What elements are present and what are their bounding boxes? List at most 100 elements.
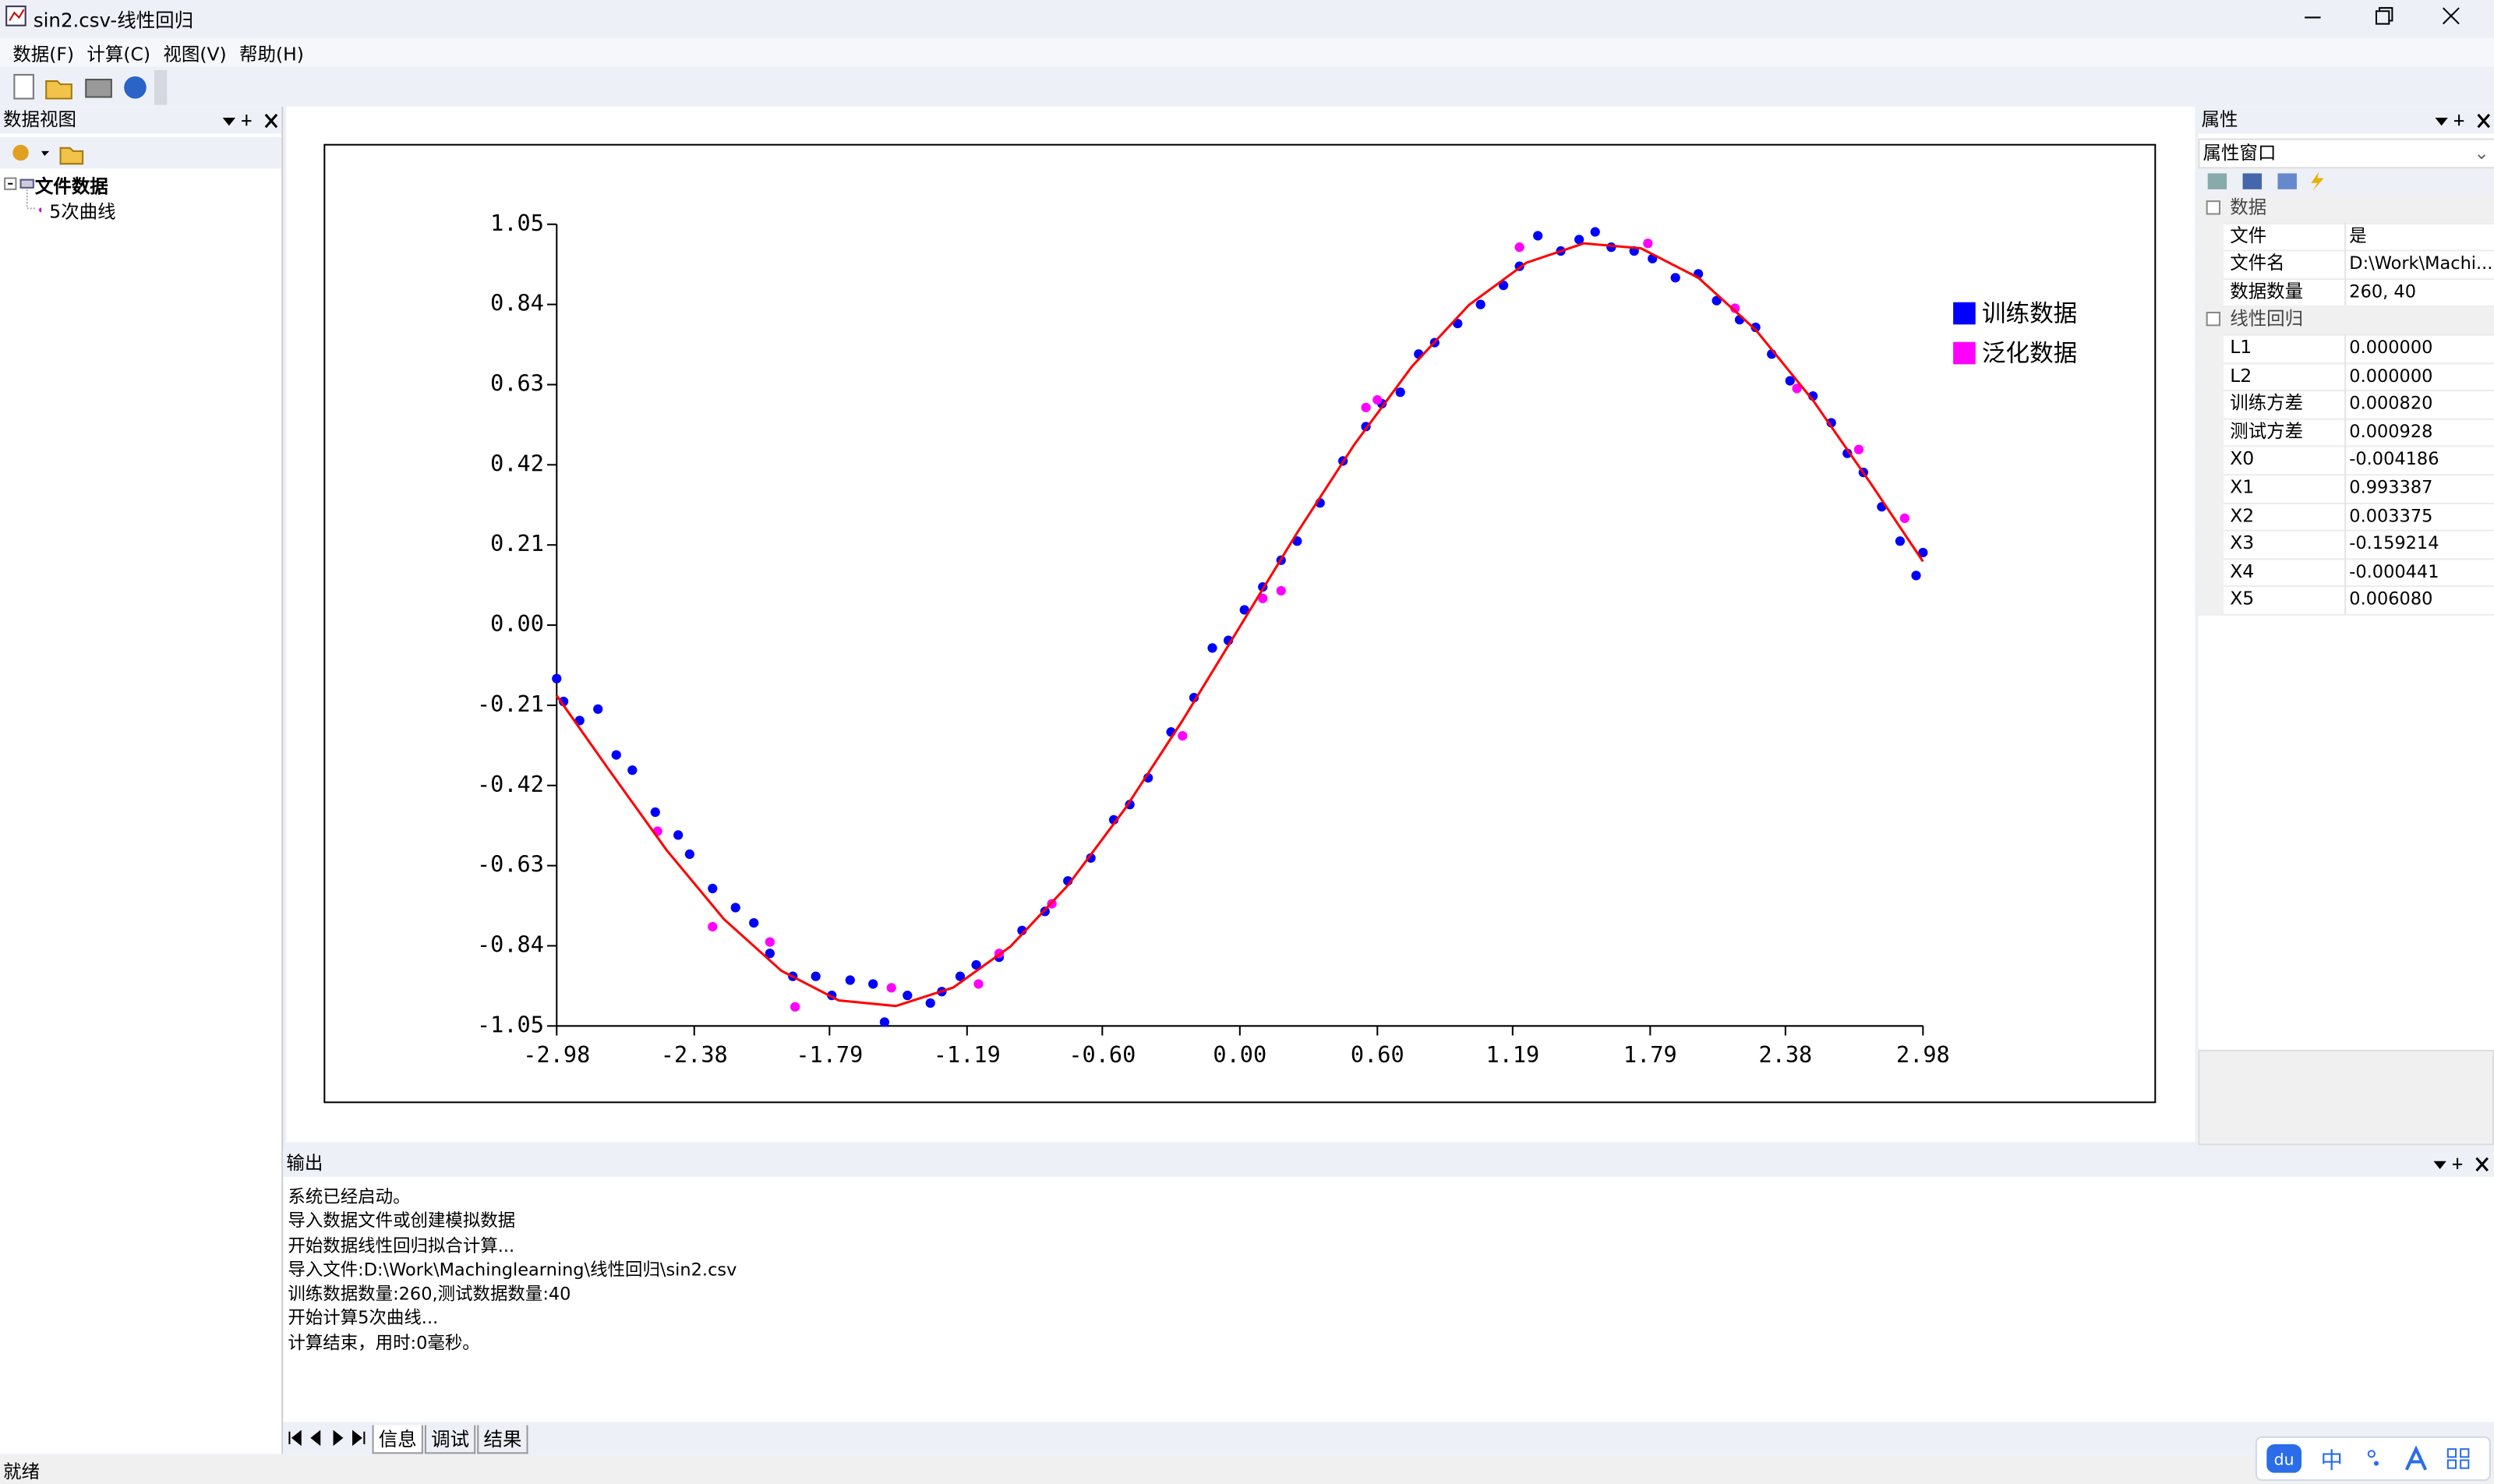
- output-log: 系统已经启动。 导入数据文件或创建模拟数据 开始数据线性回归拟合计算... 导入文件:…: [288, 1183, 737, 1354]
- ime-mode[interactable]: 中: [2320, 1449, 2344, 1475]
- row-gutter: [2198, 334, 2224, 362]
- row-gutter: [2198, 557, 2224, 586]
- data-point: [1207, 643, 1217, 653]
- help-button[interactable]: [124, 76, 147, 99]
- column-divider: [2344, 334, 2347, 362]
- property-row[interactable]: 文件名 D:\Work\Machi...: [2198, 249, 2494, 280]
- tab[interactable]: 调试: [424, 1425, 476, 1454]
- property-value: -0.004186: [2349, 449, 2439, 470]
- panel-buttons[interactable]: [220, 111, 281, 130]
- property-row[interactable]: X5 0.006080: [2198, 585, 2494, 616]
- property-name: 训练方差: [2230, 391, 2304, 414]
- column-divider: [2344, 529, 2347, 558]
- y-tick-label: -0.84: [477, 931, 544, 957]
- data-point: [1258, 593, 1268, 603]
- data-point: [1785, 376, 1795, 386]
- menu-item[interactable]: 帮助(H): [239, 43, 304, 65]
- x-tick-label: 1.79: [1623, 1041, 1677, 1068]
- data-point: [925, 998, 935, 1009]
- property-row[interactable]: 训练方差 0.000820: [2198, 390, 2494, 420]
- data-point: [1178, 730, 1188, 741]
- data-point: [1086, 853, 1096, 863]
- property-row[interactable]: 测试方差 0.000928: [2198, 418, 2494, 448]
- new-button[interactable]: [13, 73, 34, 100]
- legend-swatch: [1953, 302, 1976, 325]
- tree-root[interactable]: 文件数据: [34, 175, 108, 198]
- title-bar: sin2.csv-线性回归: [0, 0, 2494, 35]
- property-row[interactable]: X2 0.003375: [2198, 502, 2494, 532]
- x-tick-label: -2.38: [661, 1041, 728, 1068]
- property-row[interactable]: X1 0.993387: [2198, 474, 2494, 504]
- menu-item[interactable]: 视图(V): [163, 43, 227, 65]
- collapse-toggle[interactable]: [2206, 200, 2220, 215]
- data-point: [552, 673, 562, 684]
- open-button[interactable]: [45, 80, 72, 100]
- y-tick-label: -1.05: [477, 1011, 544, 1037]
- toolbar: [13, 69, 168, 105]
- tree-item[interactable]: 5次曲线: [49, 200, 116, 223]
- data-point: [1750, 322, 1761, 333]
- menu-item[interactable]: 计算(C): [87, 43, 151, 65]
- property-row[interactable]: X3 -0.159214: [2198, 529, 2494, 560]
- column-divider: [2344, 277, 2347, 306]
- row-gutter: [2198, 221, 2224, 250]
- property-group[interactable]: 数据: [2198, 193, 2494, 224]
- status-text: 就绪: [3, 1460, 41, 1483]
- property-row[interactable]: L1 0.000000: [2198, 334, 2494, 364]
- column-divider: [2344, 362, 2347, 390]
- property-row[interactable]: L2 0.000000: [2198, 362, 2494, 392]
- x-tick-label: 1.19: [1485, 1041, 1539, 1068]
- panel-buttons[interactable]: [2430, 1155, 2491, 1174]
- property-row[interactable]: 文件 是: [2198, 221, 2494, 252]
- property-row[interactable]: X4 -0.000441: [2198, 557, 2494, 588]
- tab-navigation[interactable]: [288, 1429, 367, 1447]
- property-value: -0.000441: [2349, 560, 2439, 582]
- data-point: [749, 917, 759, 928]
- property-name: 数据数量: [2230, 279, 2304, 302]
- panel-buttons[interactable]: [2432, 111, 2492, 130]
- property-name: X4: [2230, 559, 2255, 582]
- property-name: X1: [2230, 475, 2255, 498]
- data-view-panel: 数据视图 文件数据 5次曲线: [0, 106, 284, 1454]
- property-row[interactable]: 数据数量 260, 40: [2198, 277, 2494, 308]
- tab[interactable]: 结果: [477, 1425, 528, 1454]
- property-toolbar[interactable]: [2198, 168, 2494, 194]
- column-divider: [2344, 474, 2347, 503]
- x-tick-label: -1.79: [796, 1041, 863, 1068]
- collapse-toggle[interactable]: [2206, 312, 2220, 327]
- property-description: [2198, 1049, 2494, 1146]
- data-point: [1361, 402, 1371, 412]
- column-divider: [2344, 249, 2347, 278]
- tab[interactable]: 信息: [372, 1425, 423, 1454]
- property-group[interactable]: 线性回归: [2198, 306, 2494, 336]
- log-line: 导入数据文件或创建模拟数据: [288, 1210, 516, 1232]
- x-tick-label: -0.60: [1069, 1041, 1136, 1068]
- data-point: [903, 991, 913, 1001]
- print-button[interactable]: [85, 79, 112, 98]
- app-icon: [5, 5, 26, 26]
- data-point: [886, 983, 896, 993]
- x-tick-label: -1.19: [934, 1041, 1001, 1068]
- data-point: [971, 959, 981, 970]
- data-point: [765, 949, 775, 959]
- window-controls[interactable]: [2291, 0, 2494, 35]
- panel-toolbar-icons[interactable]: [9, 142, 89, 166]
- row-gutter: [2198, 474, 2224, 503]
- ime-toolbar[interactable]: du 中: [2255, 1436, 2491, 1481]
- data-point: [1842, 448, 1853, 458]
- toolbar-overflow[interactable]: [154, 69, 168, 105]
- property-name: L2: [2230, 363, 2252, 387]
- y-tick-label: 1.05: [490, 210, 544, 236]
- data-point: [1590, 227, 1600, 237]
- property-value: 0.006080: [2349, 588, 2433, 610]
- menu-item[interactable]: 数据(F): [12, 43, 75, 65]
- log-line: 训练数据数量:260,测试数据数量:40: [288, 1284, 571, 1305]
- property-name: X0: [2230, 447, 2255, 470]
- property-row[interactable]: X0 -0.004186: [2198, 446, 2494, 476]
- property-name: X3: [2230, 532, 2255, 554]
- property-value: -0.159214: [2349, 533, 2439, 554]
- object-selector[interactable]: 属性窗口 ⌄: [2198, 138, 2494, 169]
- ime-icons[interactable]: [2362, 1446, 2483, 1472]
- data-point: [955, 971, 966, 981]
- data-point: [868, 979, 878, 989]
